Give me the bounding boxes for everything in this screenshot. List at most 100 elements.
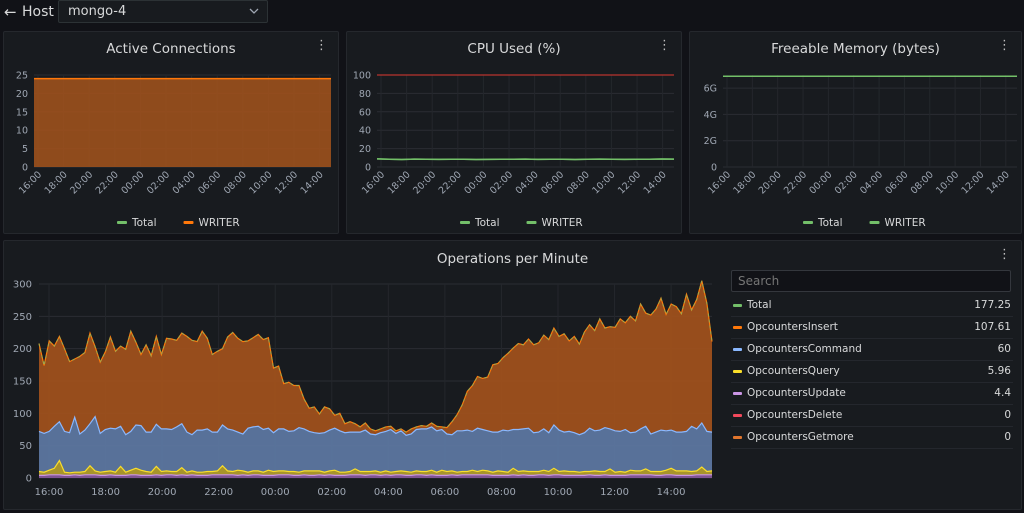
y-tick-label: 250 <box>13 312 32 323</box>
legend-row-opcounterscommand[interactable]: OpcountersCommand 60 <box>731 339 1013 361</box>
x-tick-label: 08:00 <box>565 169 592 196</box>
operations-per-minute-chart: 0 50 100 150 200 250 300 16:00 18:00 20:00 22:00 00… <box>13 280 713 498</box>
legend-row-opcountersdelete[interactable]: OpcountersDelete 0 <box>731 405 1013 427</box>
panel-menu-icon[interactable]: ⋮ <box>998 247 1011 262</box>
x-tick-label: 02:00 <box>317 487 346 498</box>
line-opcountersquery <box>38 459 713 474</box>
legend-series-name: OpcountersInsert <box>747 321 838 333</box>
x-tick-label: 06:00 <box>883 169 910 196</box>
legend-series-value: 4.4 <box>994 387 1011 399</box>
x-tick-label: 16:00 <box>35 487 64 498</box>
y-tick-label: 4G <box>704 110 717 121</box>
panel-menu-icon[interactable]: ⋮ <box>658 38 671 53</box>
legend-row-opcountersgetmore[interactable]: OpcountersGetmore 0 <box>731 427 1013 449</box>
y-tick-label: 0 <box>365 163 371 174</box>
legend-series-name: Total <box>747 299 772 311</box>
x-tick-label: 02:00 <box>833 169 860 196</box>
host-select-value: mongo-4 <box>68 4 127 19</box>
y-tick-label: 80 <box>359 89 371 100</box>
panel-menu-icon[interactable]: ⋮ <box>315 38 328 53</box>
legend-series-name: OpcountersQuery <box>747 365 840 377</box>
legend-series-value: 60 <box>997 343 1011 355</box>
legend-series-value: 107.61 <box>974 321 1011 333</box>
x-tick-label: 08:00 <box>909 169 936 196</box>
legend-series-name: OpcountersUpdate <box>747 387 846 399</box>
x-tick-label: 18:00 <box>386 169 413 196</box>
x-tick-label: 04:00 <box>514 169 541 196</box>
y-tick-label: 0 <box>26 474 32 485</box>
legend-row-opcountersupdate[interactable]: OpcountersUpdate 4.4 <box>731 383 1013 405</box>
x-tick-label: 08:00 <box>222 169 249 196</box>
active-connections-chart: 051015202516:0018:0020:0022:0000:0002:00… <box>16 71 331 229</box>
x-tick-label: 12:00 <box>600 487 629 498</box>
x-tick-label: 14:00 <box>299 169 326 196</box>
legend-search-input[interactable] <box>731 270 1011 292</box>
legend-label: Total <box>817 217 843 229</box>
y-tick-label: 40 <box>359 126 371 137</box>
x-tick-label: 00:00 <box>807 169 834 196</box>
panel-menu-icon[interactable]: ⋮ <box>998 38 1011 53</box>
area-opcounterscommand <box>39 416 712 473</box>
x-tick-label: 18:00 <box>731 169 758 196</box>
legend-series-value: 0 <box>1004 431 1011 443</box>
series-line-writer <box>376 158 675 161</box>
legend-swatch <box>733 392 742 395</box>
back-arrow-icon[interactable]: ← <box>4 3 17 21</box>
x-tick-label: 10:00 <box>544 487 573 498</box>
line-opcounterscommand <box>38 415 713 436</box>
legend-swatch <box>733 370 742 373</box>
legend-swatch <box>869 221 880 224</box>
y-tick-label: 15 <box>16 107 28 118</box>
host-select[interactable]: mongo-4 <box>58 0 268 23</box>
x-tick-label: 12:00 <box>959 169 986 196</box>
line-total <box>38 280 713 433</box>
panel-title: Operations per Minute <box>436 251 589 267</box>
legend-row-total[interactable]: Total 177.25 <box>731 295 1013 317</box>
legend-swatch <box>733 304 742 307</box>
x-tick-label: 22:00 <box>204 487 233 498</box>
writer-area <box>34 78 331 167</box>
active-connections-panel: Active Connections ⋮ 0 5 10 15 20 25 16:00 18:0… <box>3 31 339 234</box>
x-tick-label: 04:00 <box>171 169 198 196</box>
legend-series-value: 0 <box>1004 409 1011 421</box>
x-tick-label: 10:00 <box>934 169 961 196</box>
freeable-memory-panel: Freeable Memory (bytes) ⋮ 0 2G 4G 6G 16:00 18… <box>689 31 1022 234</box>
y-tick-label: 0 <box>711 163 717 174</box>
x-tick-label: 08:00 <box>487 487 516 498</box>
x-tick-label: 04:00 <box>374 487 403 498</box>
y-tick-label: 300 <box>13 280 32 291</box>
area-opcountersinsert <box>39 280 712 436</box>
x-tick-label: 18:00 <box>43 169 70 196</box>
y-tick-label: 20 <box>359 144 371 155</box>
x-tick-label: 02:00 <box>145 169 172 196</box>
legend-swatch <box>733 348 742 351</box>
cpu-used-panel: CPU Used (%) ⋮ 0 20 40 60 80 100 16:00 18:00 20:… <box>346 31 682 234</box>
legend-swatch <box>117 221 127 224</box>
panel-title: Freeable Memory (bytes) <box>771 41 940 57</box>
y-tick-label: 6G <box>704 84 717 95</box>
x-tick-label: 00:00 <box>462 169 489 196</box>
legend-swatch <box>733 414 742 417</box>
x-tick-label: 00:00 <box>261 487 290 498</box>
legend-row-opcountersinsert[interactable]: OpcountersInsert 107.61 <box>731 317 1013 339</box>
y-tick-label: 5 <box>22 144 28 155</box>
x-tick-label: 10:00 <box>247 169 274 196</box>
x-tick-label: 00:00 <box>119 169 146 196</box>
y-tick-label: 100 <box>353 71 371 82</box>
y-tick-label: 150 <box>13 377 32 388</box>
legend-series-name: OpcountersDelete <box>747 409 843 421</box>
legend-row-opcountersquery[interactable]: OpcountersQuery 5.96 <box>731 361 1013 383</box>
x-tick-label: 14:00 <box>657 487 686 498</box>
x-tick-label: 22:00 <box>782 169 809 196</box>
y-tick-label: 10 <box>16 126 28 137</box>
ops-legend-table: Total 177.25 OpcountersInsert 107.61 Opcount… <box>731 295 1013 449</box>
x-tick-label: 06:00 <box>539 169 566 196</box>
y-tick-label: 20 <box>16 89 28 100</box>
y-tick-label: 0 <box>22 163 28 174</box>
x-tick-label: 14:00 <box>642 169 669 196</box>
x-tick-label: 12:00 <box>273 169 300 196</box>
line-opcountersupdate <box>39 474 712 477</box>
y-tick-label: 50 <box>19 441 32 452</box>
panel-title: Active Connections <box>106 41 236 57</box>
x-tick-label: 20:00 <box>411 169 438 196</box>
